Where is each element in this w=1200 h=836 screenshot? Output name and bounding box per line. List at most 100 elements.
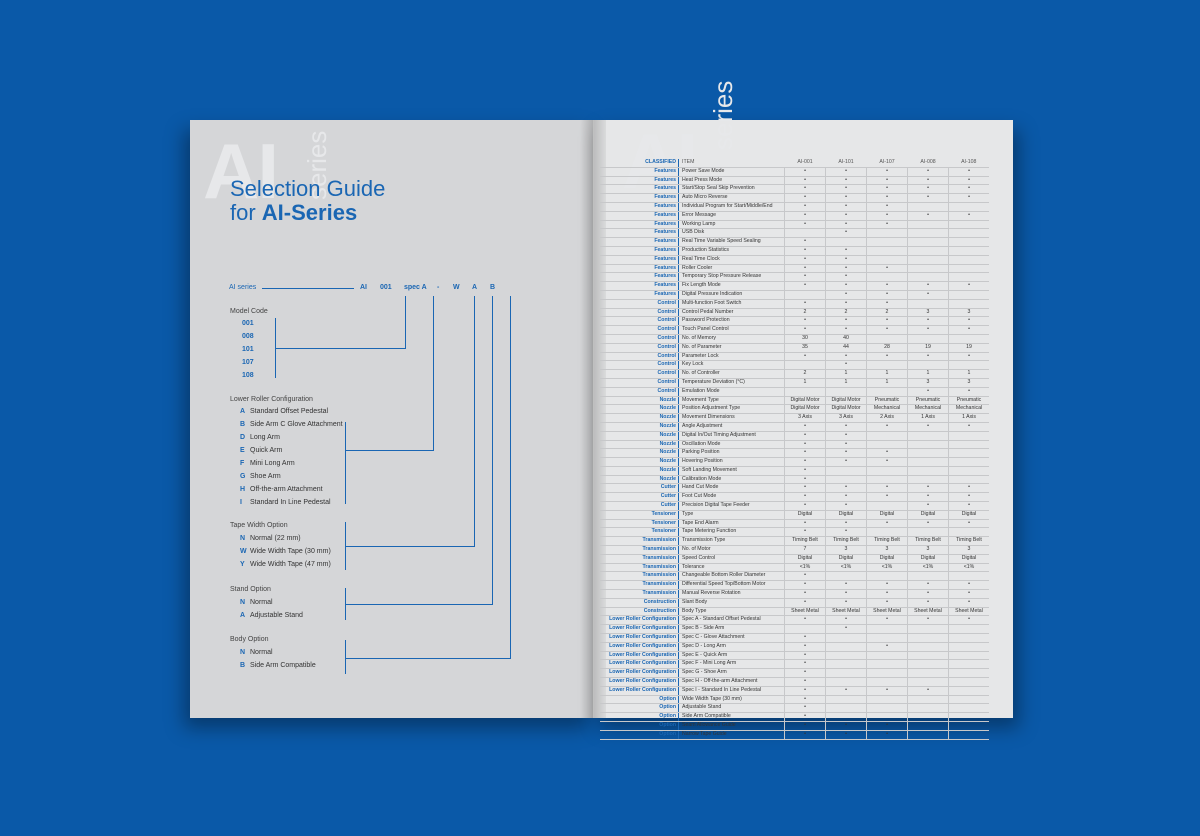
table-row: Nozzle Movement Type Digital Motor Digital … bbox=[600, 396, 989, 406]
item-cell: Hovering Position bbox=[678, 457, 785, 467]
value-cell: • bbox=[907, 211, 949, 221]
lower-roller-option: G Shoe Arm bbox=[240, 473, 281, 480]
value-cell: 2 bbox=[784, 308, 826, 318]
value-cell bbox=[784, 624, 826, 635]
value-cell bbox=[907, 431, 949, 441]
table-row: Control Multi-function Foot Switch • • • bbox=[600, 299, 989, 309]
value-cell: • bbox=[948, 519, 989, 529]
value-cell: • bbox=[948, 281, 989, 291]
value-cell bbox=[948, 431, 989, 441]
value-cell: • bbox=[784, 176, 826, 186]
value-cell: • bbox=[825, 255, 867, 265]
table-row: Control No. of Parameter 35 44 28 19 19 bbox=[600, 343, 989, 353]
page-subtitle: for AI-Series bbox=[230, 200, 358, 225]
value-cell bbox=[825, 642, 867, 652]
table-row: Features Error Message • • • • • bbox=[600, 211, 989, 221]
table-row: Cutter Hand Cut Mode • • • • • bbox=[600, 483, 989, 494]
item-cell: Movement Type bbox=[678, 396, 785, 406]
value-cell: • bbox=[866, 176, 908, 186]
item-cell: Error Message bbox=[678, 211, 785, 221]
code-part-ai: AI bbox=[360, 284, 367, 291]
classified-cell: Tensioner bbox=[600, 527, 679, 538]
value-cell bbox=[825, 475, 867, 485]
table-row: Lower Roller Configuration Spec B - Side … bbox=[600, 624, 989, 635]
code-part-stand: A bbox=[472, 284, 478, 291]
value-cell: • bbox=[866, 264, 908, 274]
value-cell: <1% bbox=[907, 563, 949, 573]
classified-cell: Control bbox=[600, 343, 679, 353]
value-cell: • bbox=[784, 659, 826, 670]
item-cell: Real Time Variable Speed Sealing bbox=[678, 237, 785, 247]
item-cell: Spec A - Standard Offset Pedestal bbox=[678, 615, 785, 626]
table-row: Transmission Manual Reverse Rotation • • • • • bbox=[600, 589, 989, 599]
value-cell: • bbox=[866, 352, 908, 362]
item-cell: Control Pedal Number bbox=[678, 308, 785, 318]
item-cell: Position Adjustment Type bbox=[678, 404, 785, 415]
table-row: Transmission Transmission Type Timing Belt… bbox=[600, 536, 989, 547]
spec-table: CLASSIFIED ITEM AI-001 AI-101 AI-107 AI-… bbox=[600, 159, 989, 740]
table-row: Features Heat Press Mode • • • • • bbox=[600, 176, 989, 186]
classified-cell: Lower Roller Configuration bbox=[600, 642, 679, 652]
value-cell bbox=[866, 255, 908, 265]
model-connector-h bbox=[275, 348, 406, 349]
value-cell: • bbox=[948, 325, 989, 335]
item-cell: Parking Position bbox=[678, 448, 785, 459]
value-cell: • bbox=[784, 220, 826, 230]
spec-table-body: Features Power Save Mode • • • • • Features Heat… bbox=[600, 167, 989, 740]
table-row: Nozzle Digital In/Out Timing Adjustment • • bbox=[600, 431, 989, 441]
value-cell: 3 bbox=[948, 545, 989, 555]
classified-cell: Option bbox=[600, 695, 679, 705]
value-cell: • bbox=[784, 255, 826, 265]
value-cell: • bbox=[866, 202, 908, 212]
value-cell: • bbox=[784, 457, 826, 467]
value-cell bbox=[948, 360, 989, 371]
table-row: Lower Roller Configuration Spec A - Stand… bbox=[600, 615, 989, 626]
value-cell bbox=[948, 651, 989, 661]
classified-cell: Control bbox=[600, 378, 679, 388]
value-cell bbox=[825, 703, 867, 714]
value-cell: Pneumatic bbox=[866, 396, 908, 406]
item-cell: Individual Program for Start/Middle/End bbox=[678, 202, 785, 212]
table-row: Nozzle Calibration Mode • bbox=[600, 475, 989, 485]
value-cell: Digital Motor bbox=[784, 404, 826, 415]
item-cell: Slant Body bbox=[678, 598, 785, 608]
value-cell bbox=[948, 721, 989, 731]
value-cell: Digital Motor bbox=[825, 404, 867, 415]
value-cell: • bbox=[784, 237, 826, 247]
value-cell bbox=[866, 695, 908, 705]
table-row: Nozzle Soft Landing Movement • bbox=[600, 466, 989, 476]
value-cell: • bbox=[866, 483, 908, 494]
body-connector bbox=[510, 296, 511, 658]
item-cell: Seam Allowance Guide bbox=[678, 721, 785, 731]
classified-cell: Cutter bbox=[600, 492, 679, 503]
value-cell bbox=[866, 466, 908, 476]
value-cell: • bbox=[784, 422, 826, 432]
value-cell bbox=[948, 686, 989, 696]
classified-cell: Transmission bbox=[600, 536, 679, 547]
value-cell: • bbox=[948, 492, 989, 503]
value-cell bbox=[866, 668, 908, 679]
classified-cell: Option bbox=[600, 730, 679, 740]
value-cell: • bbox=[784, 316, 826, 327]
classified-cell: Option bbox=[600, 703, 679, 714]
value-cell: • bbox=[948, 422, 989, 432]
lower-roller-option: H Off-the-arm Attachment bbox=[240, 486, 323, 493]
code-part-body: B bbox=[490, 284, 496, 291]
item-cell: Heat Press Mode bbox=[678, 176, 785, 186]
page-title: Selection Guide bbox=[230, 176, 386, 201]
value-cell: Digital bbox=[784, 510, 826, 520]
value-cell: • bbox=[784, 589, 826, 599]
table-row: Transmission Tolerance <1% <1% <1% <1% <1% bbox=[600, 563, 989, 573]
value-cell bbox=[907, 651, 949, 661]
value-cell: Digital bbox=[948, 510, 989, 520]
item-cell: Body Type bbox=[678, 607, 785, 617]
value-cell bbox=[866, 272, 908, 283]
value-cell bbox=[948, 695, 989, 705]
table-row: Features Working Lamp • • • bbox=[600, 220, 989, 230]
classified-cell: Lower Roller Configuration bbox=[600, 677, 679, 687]
classified-cell: Construction bbox=[600, 607, 679, 617]
classified-cell: Transmission bbox=[600, 580, 679, 591]
left-page bbox=[190, 120, 594, 718]
value-cell: 2 bbox=[866, 308, 908, 318]
classified-cell: Nozzle bbox=[600, 413, 679, 423]
